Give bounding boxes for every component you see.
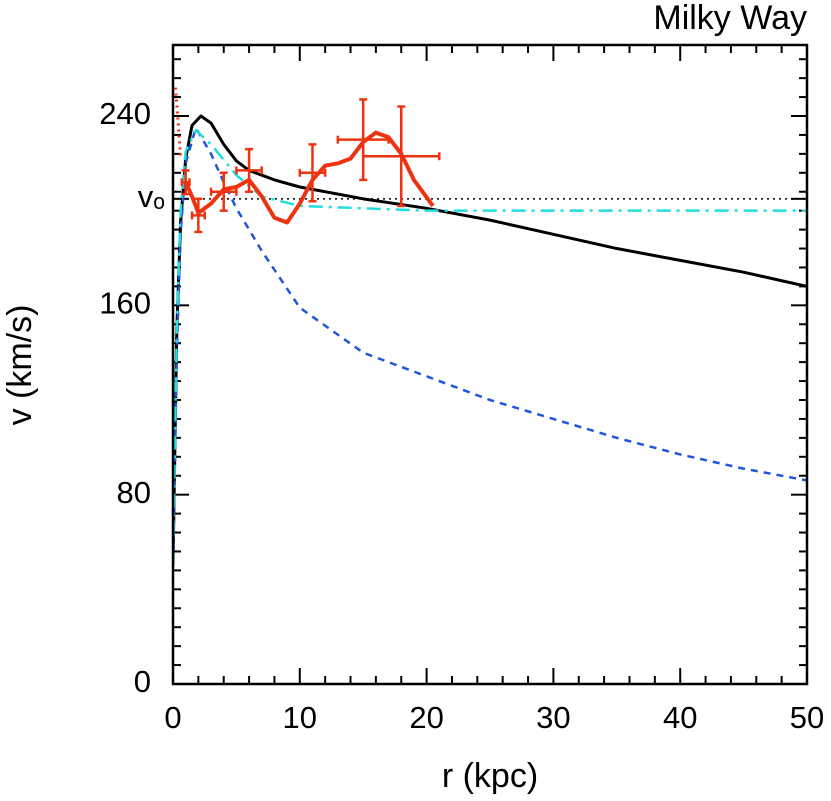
reference-label: vₒ <box>138 179 165 214</box>
series-line <box>173 128 807 566</box>
y-axis-label: v (km/s) <box>1 305 39 426</box>
x-tick-label: 10 <box>283 700 317 735</box>
series-line <box>183 130 435 225</box>
x-tick-label: 40 <box>663 700 697 735</box>
series-line <box>173 126 807 566</box>
chart-title: Milky Way <box>653 0 807 37</box>
x-axis-label: r (kpc) <box>442 757 538 795</box>
y-tick-label: 160 <box>99 286 151 321</box>
y-tick-label: 240 <box>99 96 151 131</box>
error-bar <box>190 197 206 234</box>
plot-frame <box>171 43 809 686</box>
error-bar <box>298 143 327 203</box>
error-bar <box>336 98 390 182</box>
series-line <box>173 114 807 566</box>
x-tick-label: 50 <box>790 700 824 735</box>
error-bar <box>209 171 238 212</box>
x-tick-label: 0 <box>164 700 181 735</box>
x-tick-label: 30 <box>536 700 570 735</box>
y-tick-label: 0 <box>134 664 151 699</box>
error-bar <box>235 147 264 193</box>
x-tick-label: 20 <box>409 700 443 735</box>
error-bar <box>180 169 191 196</box>
error-bar <box>361 105 441 208</box>
y-tick-label: 80 <box>117 475 151 510</box>
series-line <box>174 87 183 159</box>
